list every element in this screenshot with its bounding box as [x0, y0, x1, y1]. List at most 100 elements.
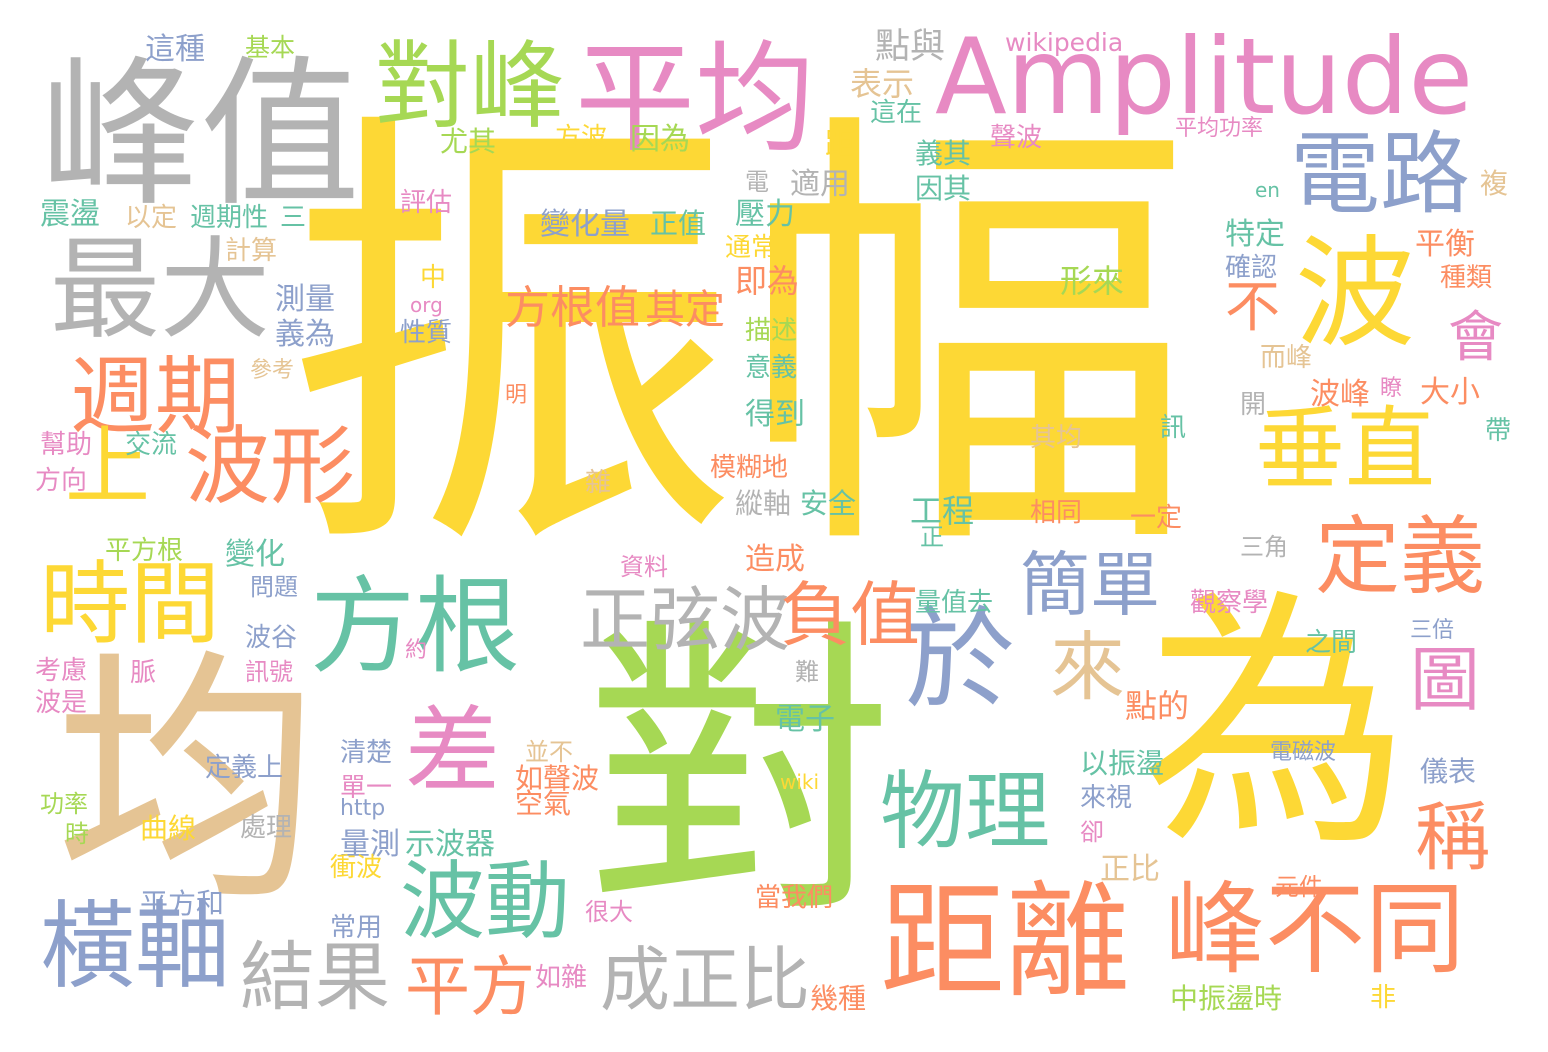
cloud-word: 聲波: [990, 123, 1043, 153]
cloud-word: 其均: [1030, 423, 1083, 453]
cloud-word: 振幅: [285, 78, 1195, 607]
cloud-word: 並不: [525, 738, 573, 766]
cloud-word: 造成: [745, 542, 805, 577]
cloud-word: 橫軸: [40, 892, 231, 1002]
cloud-word: 週期: [70, 348, 241, 447]
cloud-word: 示波器: [405, 827, 495, 862]
cloud-word: 儀表: [1420, 755, 1477, 788]
cloud-word: Amplitude: [935, 16, 1474, 138]
cloud-word: 來: [1050, 623, 1126, 711]
cloud-word: 參考: [250, 358, 295, 383]
cloud-word: 開: [1240, 390, 1267, 420]
cloud-word: 義為: [275, 317, 335, 352]
cloud-word: 波是: [35, 688, 88, 718]
cloud-word: 複: [1480, 167, 1509, 200]
cloud-word: 電磁波: [1270, 740, 1337, 765]
cloud-word: 資料: [620, 553, 668, 581]
cloud-word: 方波: [555, 123, 608, 153]
cloud-word: 明: [505, 383, 528, 408]
cloud-word: 相同: [1030, 498, 1083, 528]
cloud-word: 方根: [310, 566, 521, 688]
cloud-word: 結果: [240, 933, 391, 1021]
cloud-word: 以振盪: [1080, 747, 1165, 780]
cloud-word: 物理: [880, 763, 1051, 862]
cloud-word: 當我們: [755, 883, 834, 913]
cloud-word: 難: [795, 658, 819, 686]
cloud-word: 單一: [340, 773, 393, 803]
cloud-word: 訊號: [245, 658, 293, 686]
cloud-word: 意義: [745, 353, 798, 383]
cloud-word: 上: [65, 418, 151, 517]
cloud-word: 得到: [745, 397, 805, 432]
cloud-word: 不: [1225, 275, 1281, 339]
cloud-word: 因為: [630, 122, 690, 157]
cloud-word: 平方和: [140, 887, 225, 920]
cloud-word: 垂直: [1255, 397, 1435, 502]
cloud-word: 這在: [870, 98, 923, 128]
cloud-word: 種類: [1440, 263, 1493, 293]
cloud-word: 處理: [240, 813, 293, 843]
cloud-word: org: [410, 293, 443, 317]
cloud-word: 變化: [225, 537, 285, 572]
cloud-word: 評估: [400, 188, 453, 218]
cloud-word: 元件: [1275, 873, 1323, 901]
cloud-word: 電: [745, 168, 769, 196]
cloud-word: 稱: [1415, 793, 1491, 881]
cloud-word: 成正比: [600, 939, 810, 1021]
cloud-word: 約: [405, 638, 428, 663]
cloud-word: 壓力: [735, 197, 795, 232]
cloud-word: 負值: [780, 574, 920, 656]
cloud-word: 問題: [250, 573, 298, 601]
cloud-word: 一定: [1130, 503, 1183, 533]
cloud-word: 平均: [575, 30, 815, 169]
cloud-word: 峰: [1165, 871, 1265, 988]
cloud-word: 考慮: [35, 656, 88, 686]
cloud-word: 不同: [1265, 871, 1465, 988]
cloud-word: 縱軸: [735, 487, 792, 520]
cloud-word: 會: [1448, 305, 1504, 369]
cloud-word: 測量: [275, 282, 335, 317]
cloud-word: 距離: [880, 870, 1130, 1015]
cloud-word: 震盪: [40, 197, 100, 232]
cloud-word: 其定: [645, 287, 725, 333]
cloud-word: 常用: [330, 913, 383, 943]
cloud-word: 大小: [1420, 375, 1480, 410]
cloud-word: wiki: [780, 770, 820, 794]
cloud-word: 於: [905, 596, 1015, 724]
cloud-word: 幾種: [810, 982, 867, 1015]
cloud-word: 波形: [185, 418, 356, 517]
cloud-word: 週期性: [190, 203, 269, 233]
cloud-word: 平方: [405, 950, 536, 1025]
cloud-word: 衝波: [330, 853, 383, 883]
cloud-word: 波峰: [1310, 377, 1370, 412]
cloud-word: 正值: [650, 207, 707, 240]
cloud-word: 最大: [50, 226, 270, 354]
cloud-word: 即為: [735, 262, 800, 300]
cloud-word: 適用: [790, 167, 850, 202]
cloud-word: 波谷: [245, 623, 298, 653]
cloud-word: 清楚: [340, 738, 393, 768]
cloud-word: 模糊地: [710, 453, 789, 483]
cloud-word: 量測: [340, 827, 400, 862]
cloud-word: 交流: [125, 430, 178, 460]
cloud-word: 均: [55, 628, 320, 936]
cloud-word: 因其: [915, 172, 972, 205]
cloud-word: 安全: [800, 487, 857, 520]
cloud-word: 中: [420, 263, 447, 293]
cloud-word: 定義上: [205, 753, 284, 783]
cloud-word: 空氣: [515, 787, 572, 820]
cloud-word: 功率: [40, 790, 88, 818]
cloud-word: 性質: [400, 318, 453, 348]
cloud-word: 電路: [1290, 122, 1470, 227]
cloud-word: 對峰: [375, 32, 566, 142]
cloud-word: 中振盪時: [1170, 982, 1283, 1015]
cloud-word: 以定: [125, 203, 178, 233]
cloud-word: 幫助: [40, 430, 93, 460]
cloud-word: wikipedia: [1005, 28, 1124, 57]
cloud-word: 非: [1370, 983, 1397, 1013]
cloud-word: 計算: [225, 236, 278, 266]
cloud-word: 特定: [1225, 217, 1285, 252]
cloud-word: 正比: [1100, 852, 1160, 887]
cloud-word: 曲線: [140, 812, 197, 845]
